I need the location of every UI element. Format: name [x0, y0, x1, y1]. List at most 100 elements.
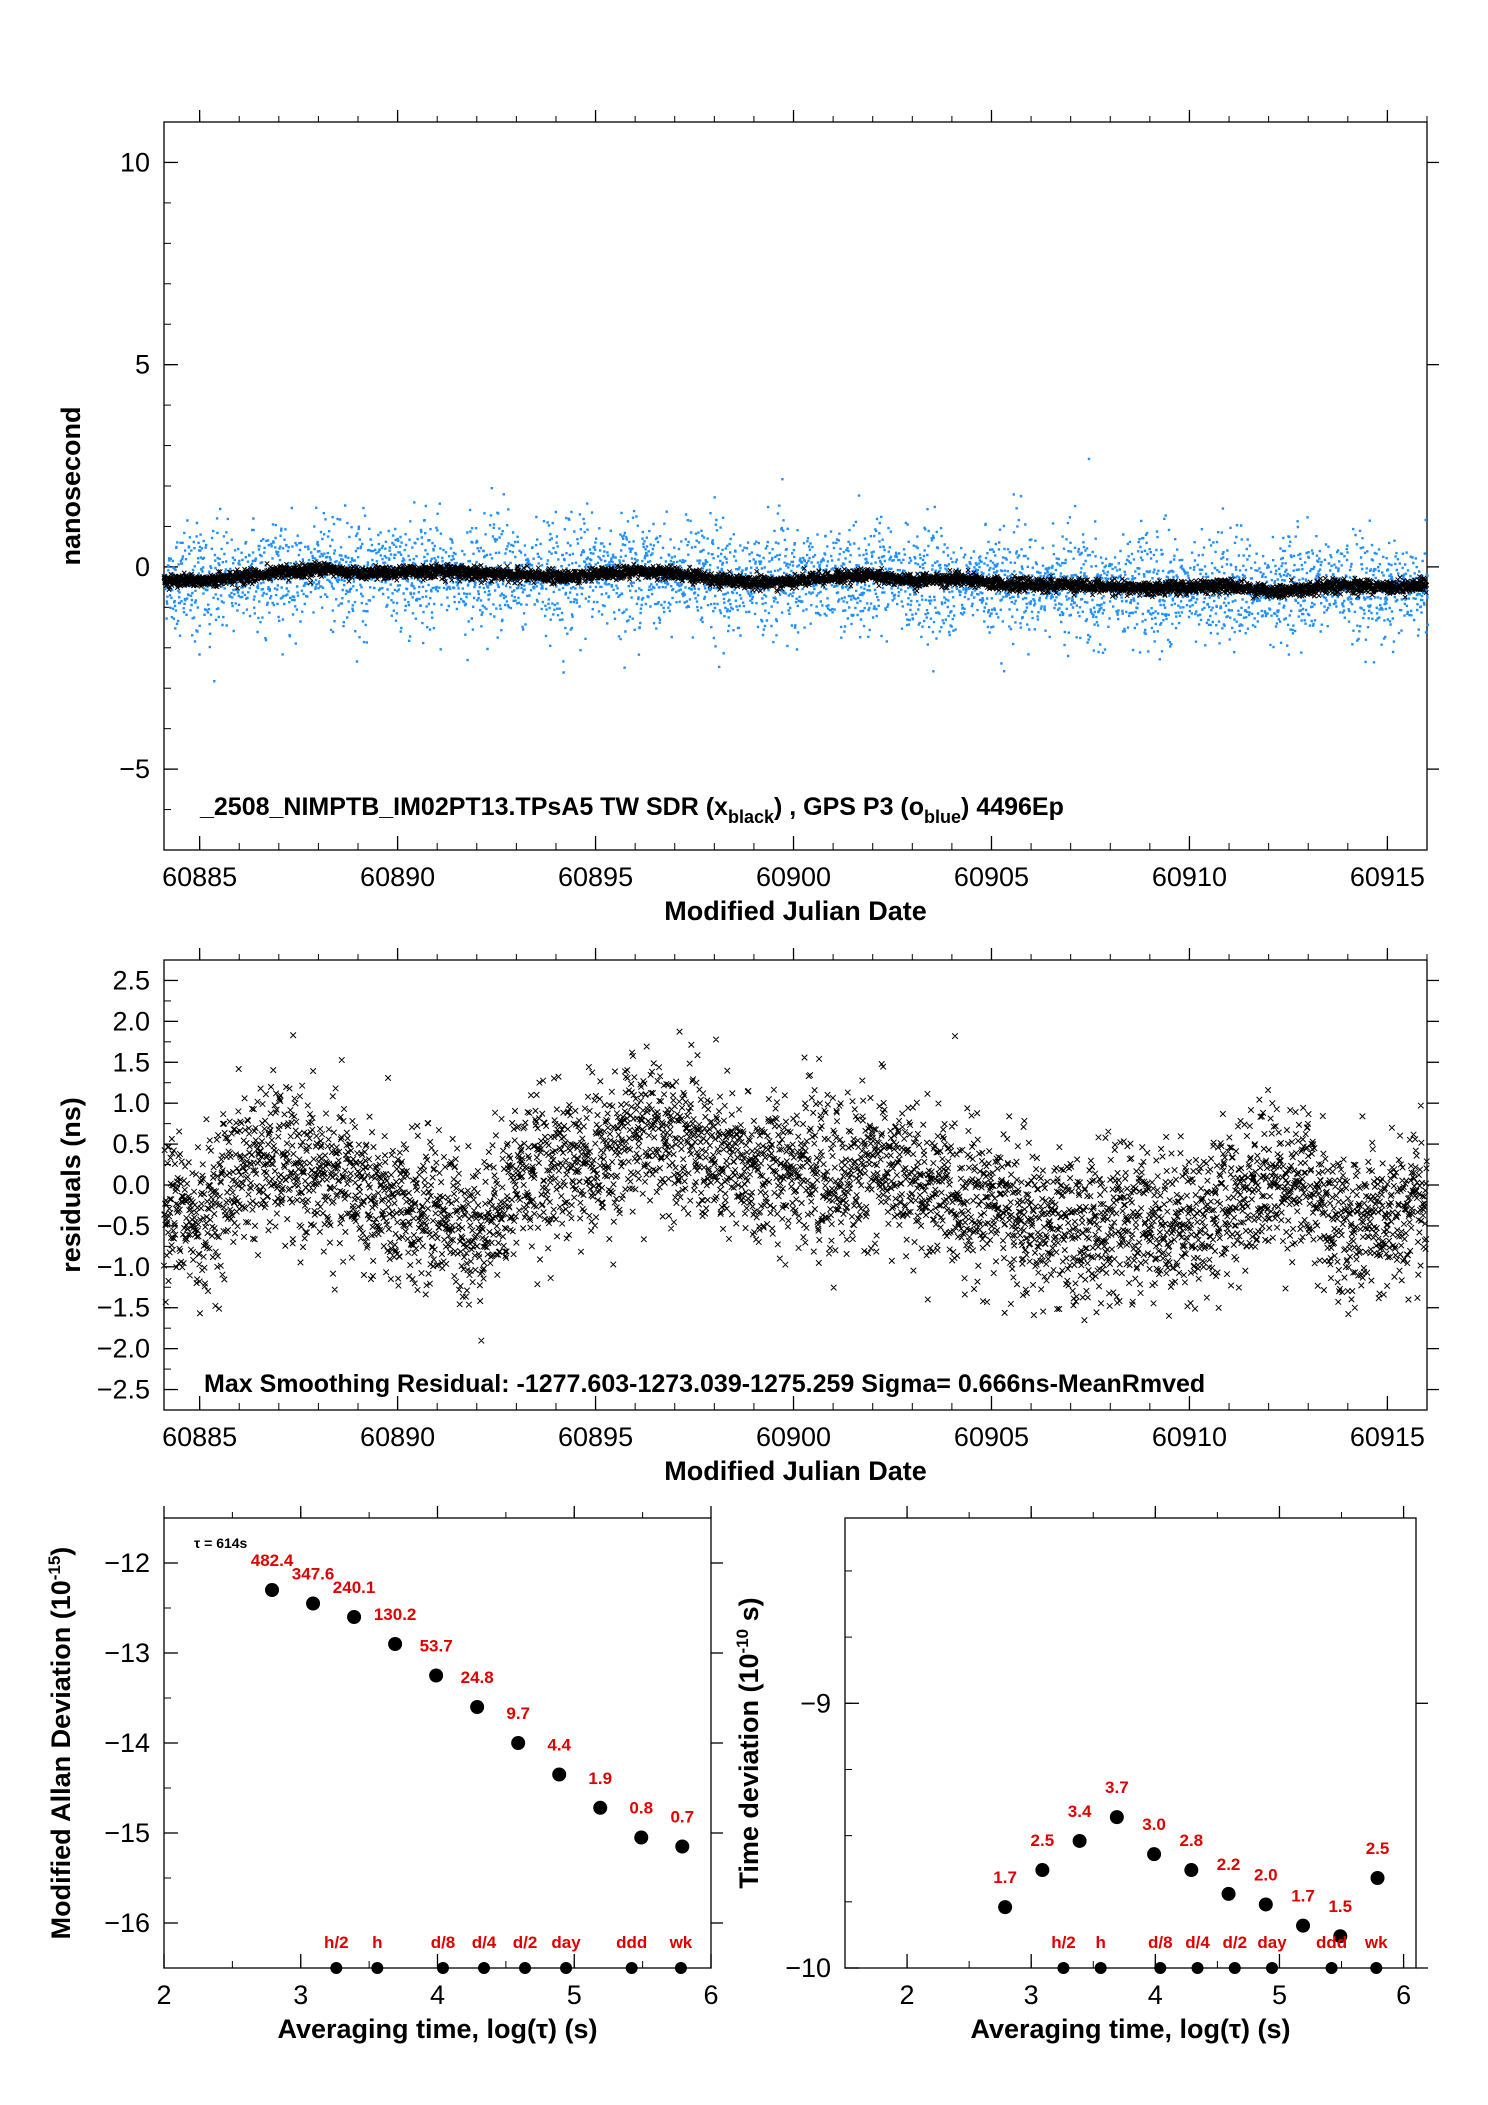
interval-marker [1228, 1962, 1241, 1974]
x-tick-label: 2 [900, 1980, 915, 2010]
interval-marker-label: wk [1364, 1933, 1388, 1952]
y-tick-label: −14 [104, 1728, 150, 1758]
y-tick-label: 10 [120, 147, 150, 177]
deviation-point [1147, 1847, 1162, 1862]
deviation-point-label: 3.7 [1105, 1778, 1129, 1797]
deviation-point-label: 2.5 [1366, 1839, 1390, 1858]
x-axis-title: Modified Julian Date [664, 896, 927, 926]
interval-marker-label: d/2 [1222, 1933, 1247, 1952]
x-tick-label: 60885 [162, 862, 237, 892]
deviation-point-label: 0.8 [629, 1799, 653, 1818]
deviation-point-label: 1.7 [993, 1868, 1017, 1887]
interval-marker-label: d/8 [431, 1933, 456, 1952]
interval-marker-label: d/8 [1148, 1933, 1173, 1952]
interval-marker [330, 1962, 343, 1974]
deviation-point [306, 1596, 321, 1611]
x-tick-label: 4 [430, 1980, 445, 2010]
deviation-point-label: 2.5 [1031, 1831, 1055, 1850]
interval-marker [1094, 1962, 1107, 1974]
interval-marker [1325, 1962, 1338, 1974]
time-deviation-panel: 2 3 4 5 6 −10 −9 Averaging time, log(τ) (s) Time… [733, 1506, 1428, 2044]
x-tick-label: 60900 [756, 862, 831, 892]
y-tick-label: 0.5 [112, 1129, 150, 1159]
deviation-point [675, 1839, 690, 1854]
interval-marker-label: h [372, 1933, 382, 1952]
deviation-point-label: 0.7 [670, 1808, 694, 1827]
deviation-point-label: 4.4 [547, 1736, 571, 1755]
interval-marker-label: ddd [1316, 1933, 1347, 1952]
x-tick-label: 60910 [1152, 862, 1227, 892]
tw-sdr-points [161, 559, 1430, 601]
deviation-point [429, 1668, 444, 1683]
deviation-point-label: 240.1 [333, 1578, 376, 1597]
x-tick-label: 60905 [954, 1422, 1029, 1452]
deviation-point-label: 482.4 [251, 1551, 294, 1570]
interval-marker-label: d/4 [472, 1933, 497, 1952]
deviation-point-label: 9.7 [506, 1704, 530, 1723]
interval-marker-label: day [551, 1933, 581, 1952]
y-axis-title: residuals (ns) [56, 1097, 86, 1273]
x-tick-label: 6 [1396, 1980, 1411, 2010]
y-tick-label: 2.5 [112, 965, 150, 995]
interval-marker-label: wk [669, 1933, 693, 1952]
x-axis-title: Averaging time, log(τ) (s) [970, 2014, 1290, 2044]
x-tick-label: 60915 [1350, 1422, 1425, 1452]
deviation-point [1370, 1871, 1385, 1885]
interval-marker [674, 1962, 687, 1974]
x-tick-label: 3 [293, 1980, 308, 2010]
interval-marker-label: day [1257, 1933, 1287, 1952]
residual-annotation: Max Smoothing Residual: -1277.603-1273.0… [204, 1370, 1205, 1398]
deviation-point-label: 2.8 [1180, 1831, 1204, 1850]
deviation-point [511, 1736, 526, 1750]
interval-marker [1370, 1962, 1383, 1974]
gps-p3-points [164, 457, 1430, 683]
deviation-point [552, 1767, 567, 1782]
y-tick-label: −1.0 [97, 1252, 150, 1282]
deviation-point-label: 2.2 [1217, 1855, 1241, 1874]
interval-marker-label: d/4 [1185, 1933, 1210, 1952]
y-tick-label: −13 [104, 1638, 150, 1668]
x-tick-label: 60895 [558, 1422, 633, 1452]
deviation-point-label: 1.7 [1291, 1887, 1315, 1906]
y-tick-label: 0.0 [112, 1170, 150, 1200]
deviation-point [998, 1900, 1013, 1915]
deviation-point [1333, 1929, 1348, 1944]
y-tick-label: 1.5 [112, 1047, 150, 1077]
interval-marker [1057, 1962, 1070, 1974]
x-tick-label: 60895 [558, 862, 633, 892]
interval-marker [371, 1962, 384, 1974]
deviation-point-label: 53.7 [420, 1637, 453, 1656]
x-tick-label: 5 [567, 1980, 582, 2010]
residual-points [160, 1028, 1430, 1344]
deviation-point-label: 3.4 [1068, 1802, 1092, 1821]
y-tick-label: 0 [135, 552, 150, 582]
interval-marker-label: h/2 [1051, 1933, 1076, 1952]
deviation-point-label: 130.2 [374, 1605, 417, 1624]
deviation-point [1184, 1863, 1199, 1878]
interval-marker-label: d/2 [513, 1933, 538, 1952]
modified-allan-deviation-panel: 2 3 4 5 6 −16 −15 −14 −13 −12 Averaging time, log(… [45, 1506, 723, 2044]
deviation-point-label: 24.8 [461, 1668, 494, 1687]
y-tick-label: −12 [104, 1548, 150, 1578]
deviation-point [593, 1800, 608, 1815]
deviation-point [1109, 1810, 1124, 1825]
y-tick-label: −16 [104, 1908, 150, 1938]
x-tick-label: 60900 [756, 1422, 831, 1452]
interval-marker [1191, 1962, 1204, 1974]
deviation-point [1296, 1918, 1311, 1933]
deviation-point [470, 1700, 485, 1714]
deviation-point [1221, 1886, 1236, 1901]
x-tick-label: 4 [1148, 1980, 1163, 2010]
deviation-point [347, 1610, 362, 1624]
deviation-point [1035, 1863, 1050, 1878]
deviation-point [634, 1830, 649, 1845]
residuals-panel: 60885 60890 60895 60900 60905 60910 60915 −2.5 −… [56, 948, 1439, 1486]
y-tick-label: 2.0 [112, 1006, 150, 1036]
y-tick-label: 5 [135, 350, 150, 380]
y-axis-title: Modified Allan Deviation (10-15) [45, 1547, 76, 1940]
plot-frame [844, 1517, 1417, 1969]
y-tick-label: 1.0 [112, 1088, 150, 1118]
x-tick-label: 60910 [1152, 1422, 1227, 1452]
x-tick-label: 2 [156, 1980, 171, 2010]
